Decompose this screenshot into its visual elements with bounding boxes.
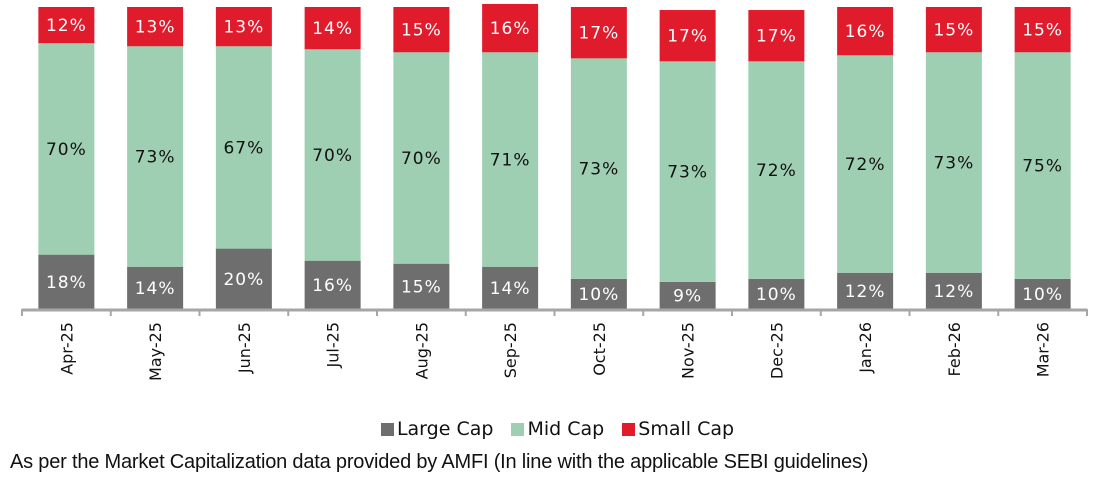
bar-segment-large-cap-sep-25 xyxy=(482,266,539,309)
bar-segment-small-cap-jan-26 xyxy=(837,7,894,56)
data-label-large-cap-jul-25: 16% xyxy=(312,276,353,296)
x-tick-label: Apr-25 xyxy=(57,322,76,375)
x-tick-label: Aug-25 xyxy=(412,322,431,379)
data-label-large-cap-mar-26: 10% xyxy=(1022,285,1063,305)
data-label-large-cap-sep-25: 14% xyxy=(490,279,531,299)
x-tick-labels: Apr-25 May-25 Jun-25 Jul-25 Aug-25 Sep-25 Oct-… xyxy=(57,322,1052,381)
bar-segment-small-cap-nov-25 xyxy=(659,10,716,62)
bar-segment-mid-cap-aug-25 xyxy=(393,52,450,264)
bar-segment-small-cap-sep-25 xyxy=(482,3,539,53)
x-tick-label: Sep-25 xyxy=(501,322,520,378)
data-label-mid-cap-mar-26: 75% xyxy=(1022,157,1063,177)
bar-segment-small-cap-aug-25 xyxy=(393,7,450,53)
data-label-mid-cap-may-25: 73% xyxy=(135,147,176,167)
bar-segment-large-cap-oct-25 xyxy=(570,278,627,309)
legend-swatch-small-cap xyxy=(622,422,636,436)
bar-segment-mid-cap-dec-25 xyxy=(748,61,805,279)
bar-segment-mid-cap-sep-25 xyxy=(482,52,539,267)
data-label-small-cap-jan-26: 16% xyxy=(845,22,886,42)
data-label-small-cap-feb-26: 15% xyxy=(933,21,974,41)
legend-item-small-cap: Small Cap xyxy=(622,418,734,440)
bar-segment-large-cap-nov-25 xyxy=(659,281,716,309)
data-label-mid-cap-apr-25: 70% xyxy=(46,140,87,160)
bar-segment-small-cap-feb-26 xyxy=(925,7,982,53)
bar-segment-large-cap-jan-26 xyxy=(837,272,894,309)
x-tick-label: Jul-25 xyxy=(324,322,343,368)
data-label-mid-cap-nov-25: 73% xyxy=(667,163,708,183)
bar-segment-mid-cap-jul-25 xyxy=(304,49,361,261)
legend-label: Small Cap xyxy=(638,418,735,440)
data-label-small-cap-mar-26: 15% xyxy=(1022,21,1063,41)
bar-segment-large-cap-jun-25 xyxy=(215,248,272,309)
data-label-mid-cap-dec-25: 72% xyxy=(756,161,797,181)
data-label-small-cap-dec-25: 17% xyxy=(756,27,797,47)
data-label-small-cap-oct-25: 17% xyxy=(578,24,619,44)
data-label-mid-cap-jul-25: 70% xyxy=(312,146,353,166)
x-tick-label: Jan-26 xyxy=(856,322,875,374)
legend-item-large-cap: Large Cap xyxy=(380,418,494,440)
data-label-large-cap-jan-26: 12% xyxy=(845,282,886,302)
data-label-small-cap-jun-25: 13% xyxy=(223,18,264,38)
x-tick-label: Feb-26 xyxy=(945,322,964,376)
bar-segment-mid-cap-feb-26 xyxy=(925,52,982,273)
x-tick-label: May-25 xyxy=(146,322,165,381)
bar-segment-small-cap-dec-25 xyxy=(748,10,805,62)
data-label-small-cap-aug-25: 15% xyxy=(401,21,442,41)
bar-segment-mid-cap-apr-25 xyxy=(38,43,95,255)
x-tick-label: Oct-25 xyxy=(590,322,609,376)
bar-segment-mid-cap-jun-25 xyxy=(215,46,272,249)
data-label-mid-cap-feb-26: 73% xyxy=(933,154,974,174)
x-axis xyxy=(21,308,1088,316)
bar-segment-mid-cap-may-25 xyxy=(127,46,184,267)
bar-segment-large-cap-feb-26 xyxy=(925,272,982,309)
bar-segment-mid-cap-nov-25 xyxy=(659,61,716,282)
data-label-large-cap-nov-25: 9% xyxy=(673,286,702,306)
bar-segment-small-cap-mar-26 xyxy=(1014,7,1071,53)
data-label-mid-cap-sep-25: 71% xyxy=(490,151,531,171)
bar-segment-large-cap-apr-25 xyxy=(38,254,95,309)
bar-segment-small-cap-jul-25 xyxy=(304,7,361,50)
legend-swatch-large-cap xyxy=(380,422,394,436)
data-label-small-cap-jul-25: 14% xyxy=(312,19,353,39)
legend-label: Large Cap xyxy=(396,418,494,440)
data-label-mid-cap-oct-25: 73% xyxy=(578,160,619,180)
bar-segment-mid-cap-mar-26 xyxy=(1014,52,1071,279)
bar-segment-large-cap-mar-26 xyxy=(1014,278,1071,309)
footnote: As per the Market Capitalization data pr… xyxy=(10,451,869,473)
bar-segment-mid-cap-oct-25 xyxy=(570,58,627,279)
x-tick-label: Mar-26 xyxy=(1034,322,1053,377)
x-tick-label: Dec-25 xyxy=(767,322,786,379)
x-tick-label: Jun-25 xyxy=(235,322,254,374)
data-label-large-cap-may-25: 14% xyxy=(135,279,176,299)
data-label-large-cap-feb-26: 12% xyxy=(933,282,974,302)
bar-segment-large-cap-may-25 xyxy=(127,266,184,309)
legend: Large Cap Mid Cap Small Cap xyxy=(0,418,1115,441)
data-label-small-cap-sep-25: 16% xyxy=(490,19,531,39)
bar-segment-large-cap-jul-25 xyxy=(304,260,361,309)
legend-item-mid-cap: Mid Cap xyxy=(511,418,604,440)
data-label-large-cap-oct-25: 10% xyxy=(578,285,619,305)
bar-segment-small-cap-may-25 xyxy=(127,7,184,47)
bar-segment-large-cap-dec-25 xyxy=(748,278,805,309)
data-label-large-cap-jun-25: 20% xyxy=(223,270,264,290)
data-label-large-cap-apr-25: 18% xyxy=(46,273,87,293)
bar-segment-small-cap-jun-25 xyxy=(215,7,272,47)
data-label-mid-cap-jun-25: 67% xyxy=(223,138,264,158)
data-label-small-cap-apr-25: 12% xyxy=(46,16,87,36)
legend-label: Mid Cap xyxy=(527,418,605,440)
bar-segment-mid-cap-jan-26 xyxy=(837,55,894,273)
data-label-mid-cap-aug-25: 70% xyxy=(401,149,442,169)
data-label-large-cap-aug-25: 15% xyxy=(401,277,442,297)
bar-segment-small-cap-apr-25 xyxy=(38,7,95,44)
data-label-small-cap-may-25: 13% xyxy=(135,18,176,38)
bar-segment-large-cap-aug-25 xyxy=(393,263,450,309)
x-tick-label: Nov-25 xyxy=(679,322,698,379)
data-label-mid-cap-jan-26: 72% xyxy=(845,155,886,175)
stacked-bar-chart: 18% 70% 12% 14% 73% 13% 20% 67% 13% 16% 70% 14% 15% 7… xyxy=(21,3,1088,381)
legend-swatch-mid-cap xyxy=(511,422,525,436)
data-label-small-cap-nov-25: 17% xyxy=(667,27,708,47)
bars-group: 18% 70% 12% 14% 73% 13% 20% 67% 13% 16% 70% 14% 15% 7… xyxy=(38,3,1071,309)
bar-segment-small-cap-oct-25 xyxy=(570,7,627,59)
data-label-large-cap-dec-25: 10% xyxy=(756,285,797,305)
